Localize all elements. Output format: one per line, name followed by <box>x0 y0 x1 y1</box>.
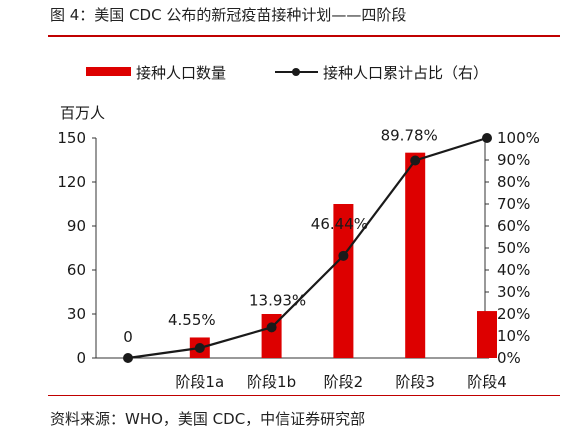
right-tick-label: 80% <box>497 173 530 191</box>
x-category-label: 阶段1a <box>175 373 224 391</box>
legend-bar-swatch <box>86 67 131 76</box>
x-category-label: 阶段3 <box>395 373 435 391</box>
legend-line-marker <box>292 68 300 76</box>
line-series: 0 4.55% 13.93% 46.44% 89.78% <box>123 126 492 363</box>
left-tick-label: 120 <box>57 173 86 191</box>
left-tick-label: 60 <box>67 261 86 279</box>
bar <box>333 204 354 358</box>
left-tick-label: 0 <box>76 349 86 367</box>
right-tick-label: 70% <box>497 195 530 213</box>
x-category-label: 阶段2 <box>324 373 364 391</box>
right-tick-label: 40% <box>497 261 530 279</box>
right-tick-group: 0% 10% 20% 30% 40% 50% 60% 70% 80% 90% 100% <box>485 129 540 367</box>
line-point <box>410 155 421 166</box>
line-data-label: 13.93% <box>249 291 306 309</box>
legend: 接种人口数量 接种人口累计占比（右） <box>86 64 488 82</box>
x-category-label: 阶段4 <box>467 373 507 391</box>
line-point <box>338 250 349 261</box>
y-axis-unit-label: 百万人 <box>60 104 105 122</box>
bar-series <box>189 152 497 358</box>
bar <box>261 314 282 358</box>
line-point <box>266 322 277 333</box>
cumulative-share-line <box>127 136 488 360</box>
left-tick-group: 0 30 60 90 120 150 <box>57 129 96 367</box>
right-tick-label: 0% <box>497 349 521 367</box>
legend-bar-label: 接种人口数量 <box>136 64 226 82</box>
source-rule <box>48 395 560 396</box>
figure-title: 图 4：美国 CDC 公布的新冠疫苗接种计划——四阶段 <box>50 6 407 24</box>
line-data-label: 0 <box>123 328 133 346</box>
line-point <box>123 353 133 363</box>
bar <box>477 311 497 358</box>
right-tick-label: 60% <box>497 217 530 235</box>
right-tick-label: 100% <box>497 129 540 147</box>
title-rule <box>48 35 560 37</box>
x-category-label: 阶段1b <box>247 373 296 391</box>
line-data-label: 89.78% <box>381 126 438 144</box>
line-point <box>482 133 492 143</box>
right-tick-label: 10% <box>497 327 530 345</box>
right-tick-label: 30% <box>497 283 530 301</box>
right-tick-label: 20% <box>497 305 530 323</box>
source-note: 资料来源：WHO，美国 CDC，中信证券研究部 <box>50 410 366 428</box>
right-tick-label: 90% <box>497 151 530 169</box>
legend-line-label: 接种人口累计占比（右） <box>323 64 488 82</box>
left-tick-label: 90 <box>67 217 86 235</box>
right-tick-label: 50% <box>497 239 530 257</box>
x-category-labels: 阶段1a 阶段1b 阶段2 阶段3 阶段4 <box>175 373 506 391</box>
line-point <box>194 342 205 353</box>
bar <box>405 152 426 358</box>
line-data-label: 46.44% <box>311 215 368 233</box>
left-tick-label: 150 <box>57 129 86 147</box>
left-tick-label: 30 <box>67 305 86 323</box>
line-data-label: 4.55% <box>168 311 216 329</box>
